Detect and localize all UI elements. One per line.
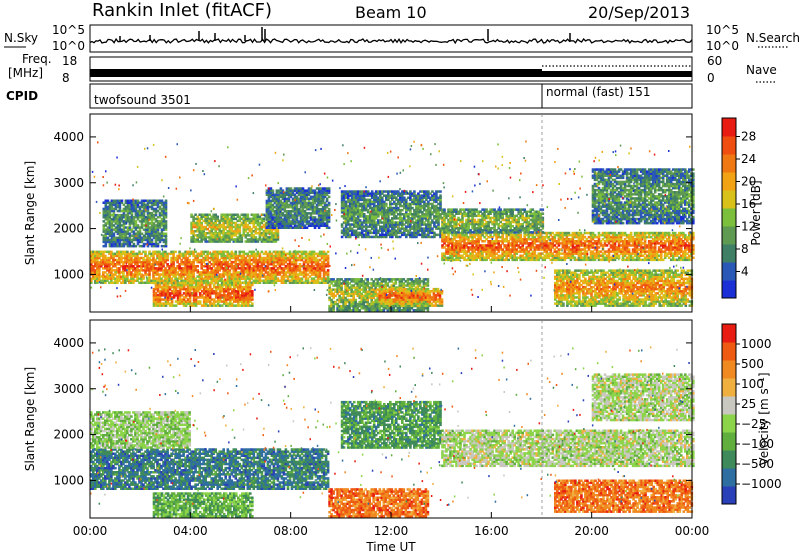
heatmap-cell bbox=[247, 214, 250, 217]
cpid-panel: CPID twofsound 3501 normal (fast) 151 bbox=[6, 84, 692, 108]
freq-label-line2: [MHz] bbox=[8, 66, 43, 80]
heatmap-cell bbox=[441, 298, 444, 301]
date-title: 20/Sep/2013 bbox=[588, 3, 690, 22]
noise-left-label: N.Sky bbox=[4, 31, 38, 45]
freq-label-line1: Freq. bbox=[22, 52, 52, 66]
heatmap-cell bbox=[328, 187, 331, 190]
noise-tick-top-right: 10^5 bbox=[706, 23, 739, 37]
heatmap-cell bbox=[165, 220, 168, 223]
freq-bar-mode2 bbox=[542, 71, 692, 77]
heatmap-cell bbox=[327, 269, 330, 272]
heatmap-cell bbox=[327, 255, 330, 258]
noise-right-label: N.Search bbox=[746, 31, 800, 45]
heatmap-cell bbox=[328, 208, 331, 211]
heatmap-cell bbox=[327, 251, 330, 254]
heatmap-cell bbox=[239, 282, 242, 285]
heatmap-cell bbox=[427, 278, 430, 281]
heatmap-cell bbox=[199, 300, 202, 303]
noise-spikes bbox=[120, 27, 570, 41]
rti-figure: Rankin Inlet (fitACF) Beam 10 20/Sep/201… bbox=[0, 0, 800, 554]
heatmap-cell bbox=[251, 290, 254, 293]
heatmap-cell bbox=[196, 265, 199, 268]
freq-tick-bottom: 8 bbox=[62, 71, 70, 85]
cpid-label: CPID bbox=[6, 89, 38, 103]
heatmap-cell bbox=[328, 227, 331, 230]
heatmap-cell bbox=[165, 233, 168, 236]
noise-tick-bottom-right: 10^0 bbox=[706, 39, 739, 53]
nave-label: Nave bbox=[746, 63, 777, 77]
heatmap-cell bbox=[328, 196, 331, 199]
heatmap-cell bbox=[165, 200, 168, 203]
noise-tick-top-left: 10^5 bbox=[52, 23, 85, 37]
cpid-mode-2: normal (fast) 151 bbox=[546, 85, 650, 99]
heatmap-cell bbox=[366, 278, 369, 281]
noise-panel: N.Sky 10^5 10^0 10^5 10^0 N.Search bbox=[4, 23, 800, 53]
noise-tick-bottom-left: 10^0 bbox=[52, 39, 85, 53]
power-heatmap bbox=[90, 141, 695, 312]
station-title: Rankin Inlet (fitACF) bbox=[92, 0, 272, 21]
heatmap-cell bbox=[251, 302, 254, 305]
nave-tick-bottom: 0 bbox=[707, 71, 715, 85]
beam-title: Beam 10 bbox=[355, 3, 427, 22]
heatmap-cell bbox=[174, 251, 177, 254]
nave-tick-top: 60 bbox=[707, 54, 722, 68]
heatmap-cell bbox=[328, 202, 331, 205]
heatmap-cell bbox=[144, 251, 147, 254]
freq-panel: Freq. [MHz] 18 8 60 0 Nave bbox=[8, 52, 777, 85]
heatmap-cell bbox=[235, 251, 238, 254]
cpid-mode-1: twofsound 3501 bbox=[94, 93, 191, 107]
heatmap-cell bbox=[354, 299, 357, 302]
heatmap-cell bbox=[251, 284, 254, 287]
heatmap-cell bbox=[121, 200, 124, 203]
heatmap-cell bbox=[272, 189, 275, 192]
noise-sky-trace bbox=[90, 39, 692, 43]
freq-tick-top: 18 bbox=[62, 54, 77, 68]
noise-panel-frame bbox=[90, 25, 692, 52]
freq-bar-mode1 bbox=[90, 69, 542, 77]
heatmap-cell bbox=[216, 216, 219, 219]
